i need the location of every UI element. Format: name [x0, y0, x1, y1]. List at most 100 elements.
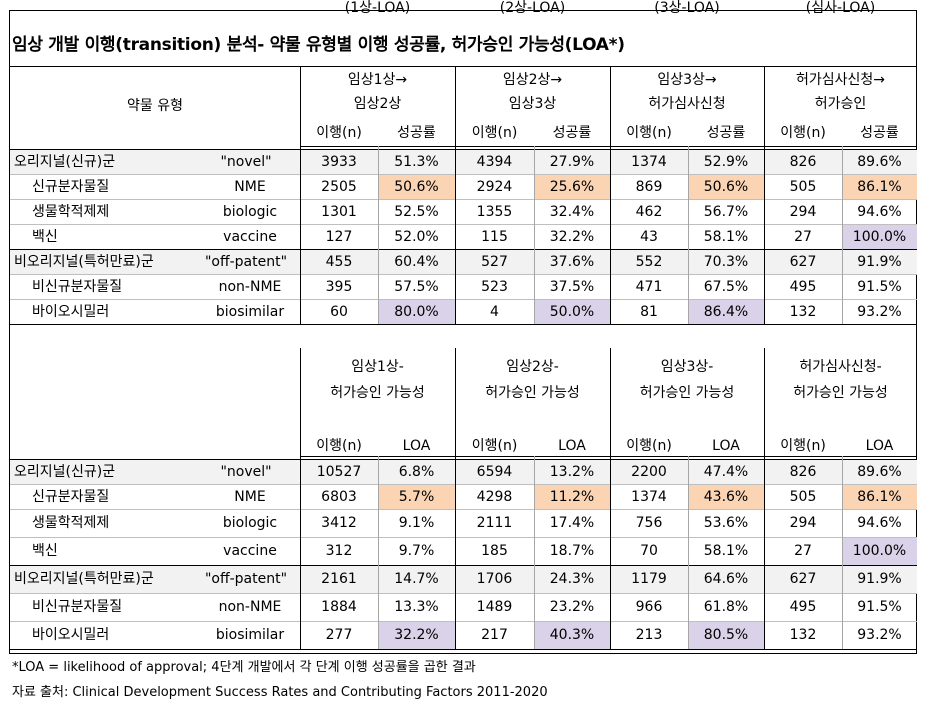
- table-cell: 495: [764, 279, 842, 295]
- row-label-en: "off-patent": [196, 571, 296, 587]
- table-cell: 277: [300, 627, 378, 643]
- row-label-en: NME: [200, 489, 300, 505]
- col-divider: [378, 146, 379, 324]
- phase-header: 허가승인: [764, 96, 917, 112]
- table-cell: 1301: [300, 204, 378, 220]
- table-cell: 2924: [455, 179, 534, 195]
- table-cell: 50.0%: [534, 304, 610, 320]
- col-header-rate: LOA: [842, 438, 917, 454]
- source-note: 자료 출처: Clinical Development Success Rate…: [12, 681, 548, 700]
- row-label-ko: 신규분자물질: [32, 179, 109, 195]
- col-divider: [842, 456, 843, 649]
- row-label-en: non-NME: [200, 279, 300, 295]
- col-header-n: 이행(n): [610, 438, 688, 454]
- col-header-rate: LOA: [688, 438, 764, 454]
- table-cell: 826: [764, 154, 842, 170]
- col-header-n: 이행(n): [300, 438, 378, 454]
- rule: [10, 565, 917, 566]
- table-cell: 826: [764, 464, 842, 480]
- row-divider: [10, 621, 917, 622]
- row-label-en: biosimilar: [200, 627, 300, 643]
- phase-header: 임상3상-: [610, 359, 764, 375]
- row-label-ko: 백신: [32, 543, 58, 559]
- phase-header: 임상1상→: [300, 72, 455, 88]
- row-label-ko: 생물학적제제: [32, 204, 109, 220]
- table-cell: 869: [610, 179, 688, 195]
- table-cell: 37.5%: [534, 279, 610, 295]
- row-divider: [10, 224, 917, 225]
- table-cell: 91.5%: [842, 599, 917, 615]
- col-rule: [300, 66, 301, 324]
- phase-header: 임상1상-: [300, 359, 455, 375]
- table-cell: 17.4%: [534, 515, 610, 531]
- col-rule: [610, 66, 611, 324]
- table-cell: 14.7%: [378, 571, 455, 587]
- phase-header: (1상-LOA): [300, 0, 455, 16]
- page-title: 임상 개발 이행(transition) 분석- 약물 유형별 이행 성공률, …: [12, 30, 625, 55]
- table-cell: 1374: [610, 489, 688, 505]
- row-label-ko: 바이오시밀러: [32, 627, 109, 643]
- col-divider: [688, 456, 689, 649]
- col-divider: [688, 146, 689, 324]
- table-cell: 91.9%: [842, 254, 917, 270]
- table-cell: 213: [610, 627, 688, 643]
- table-cell: 37.6%: [534, 254, 610, 270]
- row-divider: [10, 593, 917, 594]
- phase-header: 임상2상→: [455, 72, 610, 88]
- table-cell: 395: [300, 279, 378, 295]
- table-cell: 57.5%: [378, 279, 455, 295]
- table-cell: 27: [764, 229, 842, 245]
- row-divider: [10, 199, 917, 200]
- col-header-rate: 성공률: [378, 125, 455, 141]
- table-cell: 523: [455, 279, 534, 295]
- table-cell: 25.6%: [534, 179, 610, 195]
- phase-header: 허가승인 가능성: [455, 385, 610, 401]
- rule: [10, 649, 917, 650]
- table-cell: 505: [764, 489, 842, 505]
- col-header-rate: LOA: [378, 438, 455, 454]
- table-cell: 966: [610, 599, 688, 615]
- row-divider: [10, 509, 917, 510]
- row-label-en: "novel": [196, 464, 296, 480]
- col-header-n: 이행(n): [764, 438, 842, 454]
- table-cell: 43.6%: [688, 489, 764, 505]
- rule: [10, 249, 917, 250]
- table-cell: 18.7%: [534, 543, 610, 559]
- table-cell: 185: [455, 543, 534, 559]
- table-cell: 67.5%: [688, 279, 764, 295]
- col-header-n: 이행(n): [764, 125, 842, 141]
- table-cell: 58.1%: [688, 543, 764, 559]
- phase-header: (심사-LOA): [764, 0, 917, 16]
- col-header-rate: LOA: [534, 438, 610, 454]
- table-cell: 24.3%: [534, 571, 610, 587]
- table-cell: 3412: [300, 515, 378, 531]
- footnote: *LOA = likelihood of approval; 4단계 개발에서 …: [12, 656, 476, 675]
- table-cell: 56.7%: [688, 204, 764, 220]
- col-rule: [455, 348, 456, 649]
- rule: [10, 66, 917, 67]
- rule: [10, 459, 917, 460]
- row-label-ko: 백신: [32, 229, 58, 245]
- row-label-ko: 비오리지널(특허만료)군: [14, 254, 154, 270]
- row-label-en: vaccine: [200, 229, 300, 245]
- phase-header: 허가승인 가능성: [610, 385, 764, 401]
- table-cell: 2111: [455, 515, 534, 531]
- row-label-ko: 비신규분자물질: [32, 599, 122, 615]
- table-cell: 3933: [300, 154, 378, 170]
- table-cell: 50.6%: [378, 179, 455, 195]
- table-cell: 6803: [300, 489, 378, 505]
- table-cell: 527: [455, 254, 534, 270]
- row-label-ko: 비신규분자물질: [32, 279, 122, 295]
- table-cell: 627: [764, 571, 842, 587]
- col-header-rate: 성공률: [688, 125, 764, 141]
- table-cell: 10527: [300, 464, 378, 480]
- table-cell: 27: [764, 543, 842, 559]
- table-cell: 80.5%: [688, 627, 764, 643]
- table-cell: 70.3%: [688, 254, 764, 270]
- col-rule: [764, 348, 765, 649]
- table-cell: 52.9%: [688, 154, 764, 170]
- table-cell: 60.4%: [378, 254, 455, 270]
- table-cell: 217: [455, 627, 534, 643]
- table-cell: 312: [300, 543, 378, 559]
- table-cell: 115: [455, 229, 534, 245]
